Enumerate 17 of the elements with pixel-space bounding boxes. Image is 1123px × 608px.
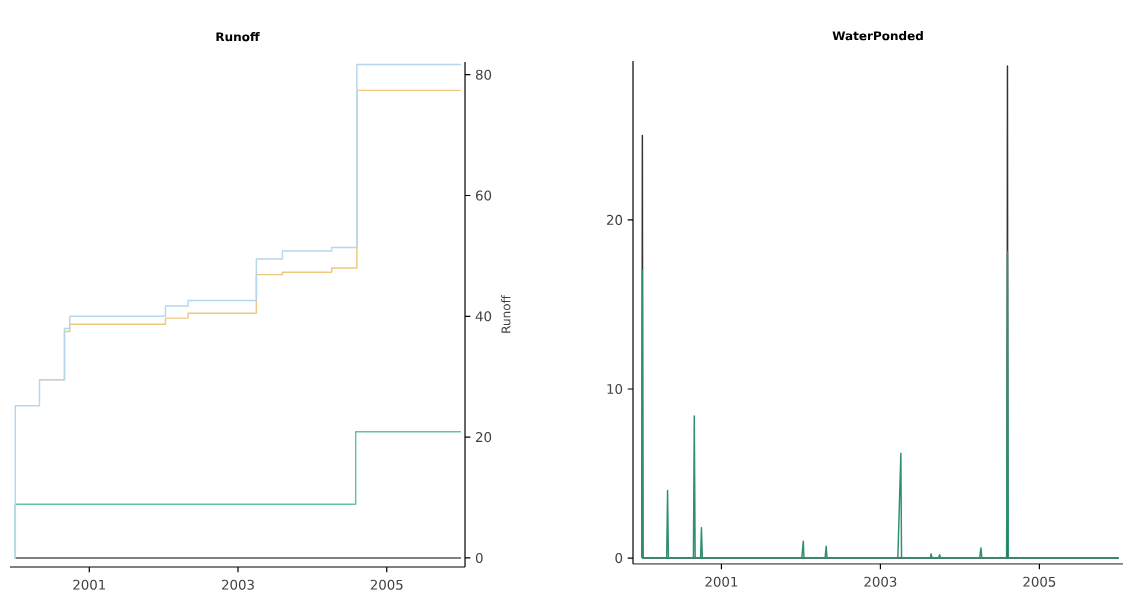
y-tick-label: 0 (475, 552, 483, 563)
y-tick-label: 40 (475, 311, 492, 322)
x-tick-label: 2003 (864, 576, 897, 587)
y-tick-label: 20 (607, 214, 623, 225)
x-tick-label: 2001 (705, 576, 738, 587)
y-tick-label: 10 (607, 383, 623, 395)
y-axis-title: Runoff (501, 294, 511, 333)
y-tick-label: 80 (475, 69, 492, 80)
chart-title: Runoff (216, 32, 260, 42)
x-tick-label: 2001 (73, 579, 105, 590)
x-tick-label: 2003 (222, 579, 254, 590)
y-tick-label: 20 (476, 432, 492, 443)
y-tick-label: 60 (475, 190, 492, 201)
x-tick-label: 2005 (1023, 576, 1056, 587)
chart-title: WaterPonded (832, 31, 923, 41)
y-tick-label: 0 (615, 553, 623, 564)
x-tick-label: 2005 (370, 579, 403, 590)
